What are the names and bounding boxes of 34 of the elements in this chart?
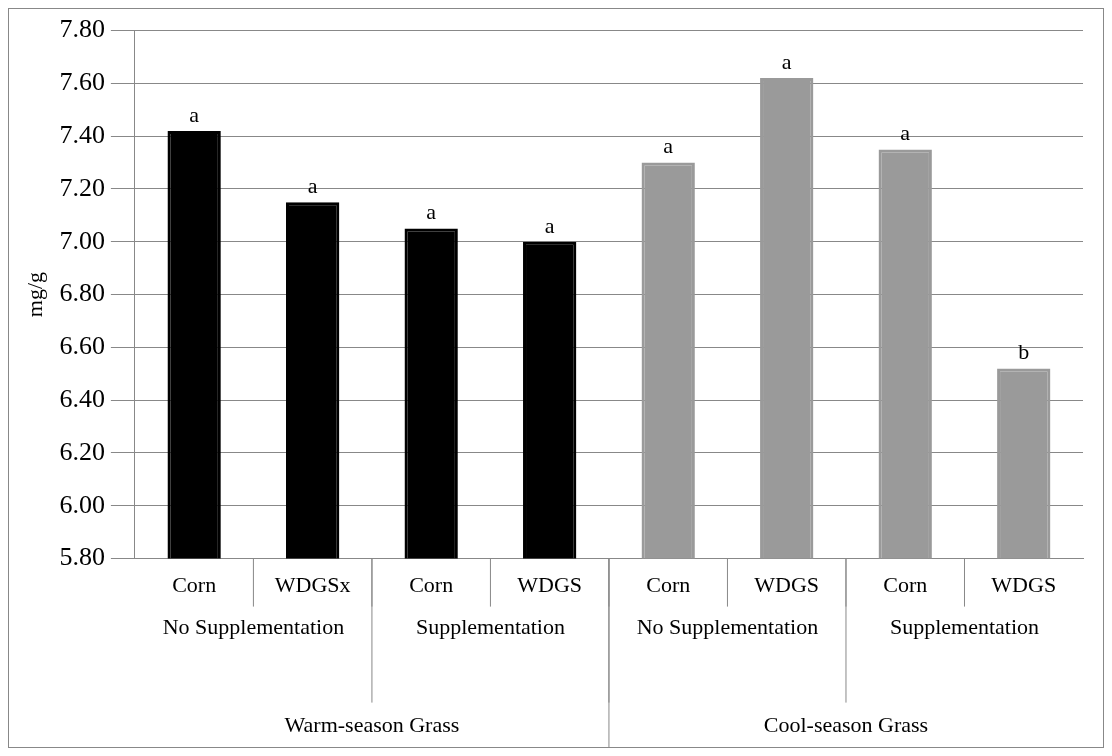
- y-tick-label: 6.40: [59, 384, 105, 414]
- y-tick-label: 7.60: [59, 67, 105, 97]
- y-tick-label: 5.80: [59, 542, 105, 572]
- data-label: a: [426, 199, 437, 225]
- x-tick-label: WDGS: [754, 571, 820, 597]
- y-tick-label: 7.20: [59, 172, 105, 202]
- data-label: a: [189, 101, 200, 127]
- y-tick-label: 7.00: [59, 225, 105, 255]
- x-tick-label: Corn: [409, 571, 454, 597]
- y-tick-label: 7.80: [59, 14, 105, 44]
- x-tick-label: Corn: [646, 571, 691, 597]
- y-tick-label: 6.80: [59, 278, 105, 308]
- x-tick-label: WDGSx: [274, 571, 351, 597]
- data-label: a: [663, 133, 674, 159]
- x-tick-label: Corn: [883, 571, 928, 597]
- text: Warm-season Grass: [284, 712, 460, 738]
- text: Supplementation: [889, 614, 1040, 640]
- y-tick-label: 6.60: [59, 331, 105, 361]
- y-tick-label: 7.40: [59, 120, 105, 150]
- y-axis-title: mg/g: [21, 271, 47, 318]
- x-tick-label: WDGS: [517, 571, 583, 597]
- text: No Supplementation: [162, 614, 345, 640]
- data-label: a: [781, 48, 792, 74]
- y-tick-label: 6.00: [59, 489, 105, 519]
- x-tick-label: WDGS: [991, 571, 1057, 597]
- data-label: a: [900, 120, 911, 146]
- text: Cool-season Grass: [763, 712, 929, 738]
- data-label: a: [544, 212, 555, 238]
- data-label: b: [1018, 339, 1030, 365]
- text: No Supplementation: [636, 614, 819, 640]
- y-tick-label: 6.20: [59, 436, 105, 466]
- text: Supplementation: [415, 614, 565, 640]
- x-tick-label: Corn: [172, 571, 217, 597]
- data-label: a: [307, 172, 318, 198]
